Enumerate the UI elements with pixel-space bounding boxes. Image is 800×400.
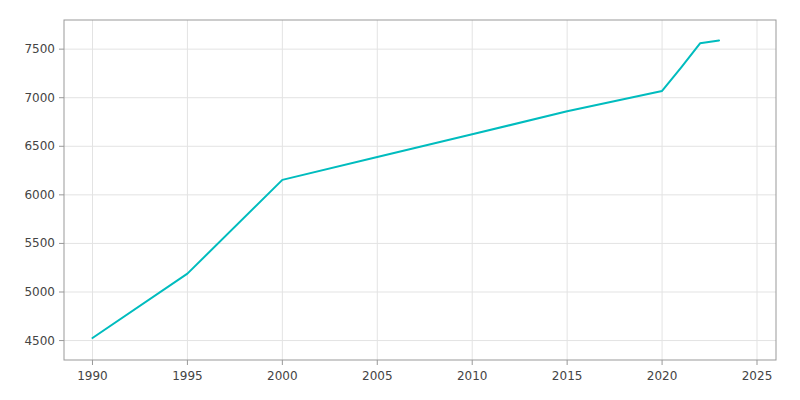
x-tick bbox=[567, 360, 568, 365]
x-tick bbox=[92, 360, 93, 365]
grid-line-y bbox=[64, 49, 776, 50]
axes: 1990 1995 2000 2005 2010 2015 2020 2025 4500 5000… bbox=[24, 42, 772, 383]
y-tick-label: 4500 bbox=[24, 334, 55, 348]
x-tick-label: 2010 bbox=[457, 369, 488, 383]
grid-line-y bbox=[64, 194, 776, 195]
grid-line-x bbox=[187, 20, 188, 360]
grid-line-x bbox=[377, 20, 378, 360]
x-tick-label: 1995 bbox=[172, 369, 203, 383]
y-tick bbox=[59, 340, 64, 341]
data-line bbox=[92, 40, 719, 338]
grid-line-y bbox=[64, 97, 776, 98]
x-tick bbox=[187, 360, 188, 365]
y-tick-label: 6500 bbox=[24, 139, 55, 153]
y-tick bbox=[59, 292, 64, 293]
y-tick-label: 7000 bbox=[24, 91, 55, 105]
y-tick bbox=[59, 194, 64, 195]
x-tick-label: 2025 bbox=[742, 369, 773, 383]
x-tick-label: 2015 bbox=[552, 369, 583, 383]
x-tick bbox=[282, 360, 283, 365]
y-tick-label: 5000 bbox=[24, 285, 55, 299]
y-tick-label: 6000 bbox=[24, 188, 55, 202]
data-layer bbox=[92, 40, 719, 338]
grid-line-x bbox=[92, 20, 93, 360]
plot-frame bbox=[64, 20, 776, 360]
y-tick bbox=[59, 97, 64, 98]
x-tick-label: 2020 bbox=[647, 369, 678, 383]
y-tick-label: 5500 bbox=[24, 236, 55, 250]
grid-line-y bbox=[64, 243, 776, 244]
grid-line-x bbox=[662, 20, 663, 360]
grid-line-y bbox=[64, 340, 776, 341]
grid-line-x bbox=[757, 20, 758, 360]
grid-line-x bbox=[282, 20, 283, 360]
grid-line-x bbox=[567, 20, 568, 360]
y-tick-label: 7500 bbox=[24, 42, 55, 56]
x-tick bbox=[472, 360, 473, 365]
x-tick bbox=[662, 360, 663, 365]
x-tick bbox=[757, 360, 758, 365]
x-tick bbox=[377, 360, 378, 365]
y-tick bbox=[59, 49, 64, 50]
x-tick-label: 2000 bbox=[267, 369, 298, 383]
grid-line-y bbox=[64, 292, 776, 293]
chart-svg: 1990 1995 2000 2005 2010 2015 2020 2025 4500 5000… bbox=[0, 0, 800, 400]
x-tick-label: 1990 bbox=[77, 369, 108, 383]
grid-line-x bbox=[472, 20, 473, 360]
y-tick bbox=[59, 243, 64, 244]
chart-container: 1990 1995 2000 2005 2010 2015 2020 2025 4500 5000… bbox=[0, 0, 800, 400]
y-tick bbox=[59, 146, 64, 147]
x-tick-label: 2005 bbox=[362, 369, 393, 383]
grid bbox=[64, 20, 776, 360]
